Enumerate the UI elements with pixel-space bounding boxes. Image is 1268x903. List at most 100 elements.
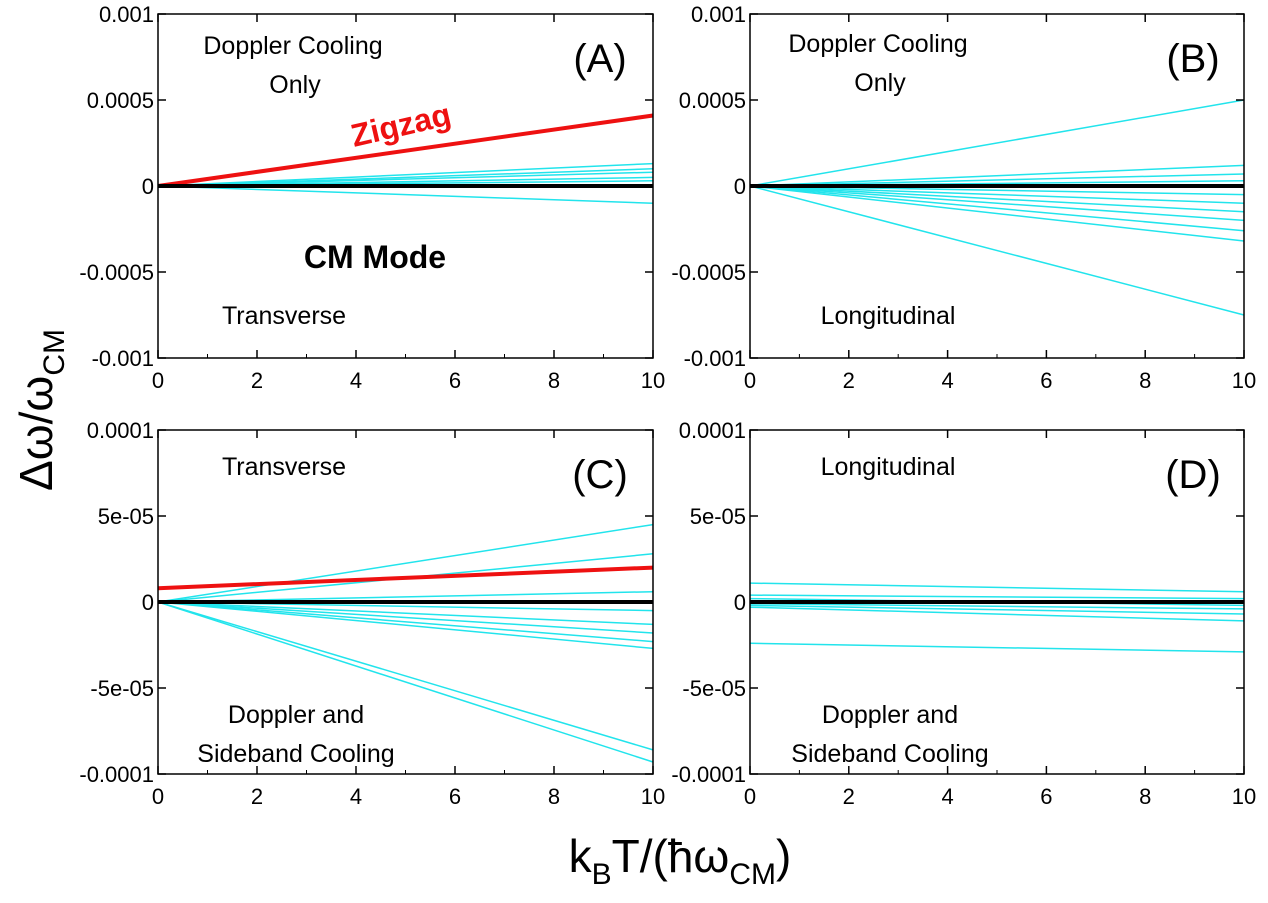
series-line-cyan-0	[157, 523, 654, 603]
y-axis-label-main: Δω/ω	[10, 376, 62, 491]
x-tick-label: 6	[1040, 368, 1052, 393]
series-line-cyan-4	[157, 601, 654, 626]
y-tick-label: 0	[734, 590, 746, 615]
x-tick-label: 0	[152, 368, 164, 393]
x-tick-label: 4	[350, 784, 362, 809]
series-line-zigzag-10	[157, 565, 654, 591]
y-tick-label: 0.0005	[87, 88, 154, 113]
y-tick-label: -0.0001	[79, 762, 154, 787]
x-tick-label: 4	[941, 368, 953, 393]
y-tick-label: 0.001	[691, 2, 746, 27]
cooling-label-line1: Doppler Cooling	[788, 30, 967, 58]
x-tick-label: 6	[449, 368, 461, 393]
x-tick-label: 6	[449, 784, 461, 809]
series-line-cyan-7	[749, 185, 1245, 222]
y-tick-label: -0.0001	[671, 762, 746, 787]
x-tick-label: 2	[843, 368, 855, 393]
cm-mode-label: CM Mode	[304, 239, 446, 275]
y-tick-label: 0.0001	[679, 418, 746, 443]
x-tick-label: 0	[744, 784, 756, 809]
x-axis-label-sub-b: B	[592, 858, 612, 891]
series-line-zigzag-6	[157, 113, 654, 188]
y-tick-label: -0.0005	[79, 260, 154, 285]
cooling-label-line2: Only	[854, 69, 906, 97]
series-line-cyan-0	[749, 582, 1245, 593]
y-tick-label: 0	[142, 174, 154, 199]
series-line-cyan-0	[749, 99, 1245, 187]
panel-b: 0 2 4 6 8 10 -0.001 -0.0005 0 0.0005 0.001 (B) Dop…	[671, 2, 1256, 393]
y-tick-label: -5e-05	[90, 676, 154, 701]
y-tick-label: 0.0005	[679, 88, 746, 113]
y-tick-label: -0.001	[92, 346, 154, 371]
panel-label: (C)	[572, 453, 628, 497]
panel-a: 0 2 4 6 8 10 -0.001 -0.0005 0 0.0005 0.001 (A) Dop…	[79, 2, 665, 393]
x-tick-label: 2	[843, 784, 855, 809]
series-line-cyan-5	[749, 185, 1245, 204]
x-tick-label: 10	[1232, 368, 1256, 393]
x-axis-label-close: )	[776, 830, 791, 882]
cooling-label-line1: Doppler and	[822, 701, 958, 729]
y-axis-label: Δω/ωCM	[10, 329, 71, 491]
cooling-label-line2: Only	[269, 71, 321, 99]
direction-label: Transverse	[222, 453, 346, 481]
series-line-cyan-1	[749, 594, 1245, 600]
series-line-cyan-7	[157, 601, 654, 650]
direction-label: Longitudinal	[821, 453, 956, 481]
series-line-cyan-6	[157, 601, 654, 643]
series-line-cyan-8	[157, 601, 654, 751]
x-tick-label: 10	[641, 784, 665, 809]
x-tick-label: 8	[1139, 368, 1151, 393]
series-line-cyan-6	[749, 642, 1245, 653]
y-tick-label: 0	[734, 174, 746, 199]
x-tick-label: 0	[152, 784, 164, 809]
x-tick-label: 6	[1040, 784, 1052, 809]
series-line-cyan-10	[749, 185, 1245, 316]
series-line-cyan-5	[157, 601, 654, 634]
series-line-cyan-1	[749, 164, 1245, 187]
panel-label: (D)	[1165, 453, 1221, 497]
x-tick-label: 8	[548, 784, 560, 809]
panel-d: 0 2 4 6 8 10 -0.0001 -5e-05 0 5e-05 0.0001 (D) Lon…	[671, 418, 1256, 809]
series-line-cyan-6	[749, 185, 1245, 213]
x-tick-label: 10	[1232, 784, 1256, 809]
y-tick-label: -5e-05	[682, 676, 746, 701]
y-tick-label: 0.0001	[87, 418, 154, 443]
x-tick-label: 0	[744, 368, 756, 393]
series-line-cyan-2	[157, 171, 654, 187]
x-tick-label: 8	[1139, 784, 1151, 809]
cooling-label-line1: Doppler Cooling	[203, 32, 382, 60]
y-tick-label: -0.0005	[671, 260, 746, 285]
y-tick-label: -0.001	[684, 346, 746, 371]
series-line-cyan-4	[749, 604, 1245, 615]
series-line-cyan-9	[749, 185, 1245, 242]
cooling-label-line2: Sideband Cooling	[791, 740, 988, 768]
series-line-cyan-3	[749, 602, 1245, 610]
x-tick-label: 2	[251, 784, 263, 809]
x-axis-label-t: T/(ħω	[612, 830, 730, 882]
x-axis-label: kBT/(ħωCM)	[569, 830, 792, 891]
series-line-cyan-5	[157, 185, 654, 204]
x-tick-label: 8	[548, 368, 560, 393]
y-axis-label-sub: CM	[38, 329, 71, 376]
direction-label: Longitudinal	[821, 302, 956, 330]
series-line-cyan-0	[157, 162, 654, 187]
y-tick-label: 5e-05	[98, 504, 154, 529]
x-axis-label-sub-cm: CM	[729, 858, 776, 891]
y-tick-label: 0.001	[99, 2, 154, 27]
series-line-cyan-8	[749, 185, 1245, 232]
y-tick-label: 0	[142, 590, 154, 615]
cooling-label-line2: Sideband Cooling	[197, 740, 394, 768]
x-axis-label-k: k	[569, 830, 593, 882]
x-tick-label: 10	[641, 368, 665, 393]
direction-label: Transverse	[222, 302, 346, 330]
panel-c: 0 2 4 6 8 10 -0.0001 -5e-05 0 5e-05 0.0001 (C) Tra…	[79, 418, 665, 809]
series-line-cyan-9	[157, 601, 654, 763]
y-tick-label: 5e-05	[690, 504, 746, 529]
panel-label: (B)	[1166, 37, 1219, 81]
series-line-cyan-5	[749, 606, 1245, 622]
x-tick-label: 4	[350, 368, 362, 393]
x-tick-label: 4	[941, 784, 953, 809]
panel-label: (A)	[573, 37, 626, 81]
x-tick-label: 2	[251, 368, 263, 393]
